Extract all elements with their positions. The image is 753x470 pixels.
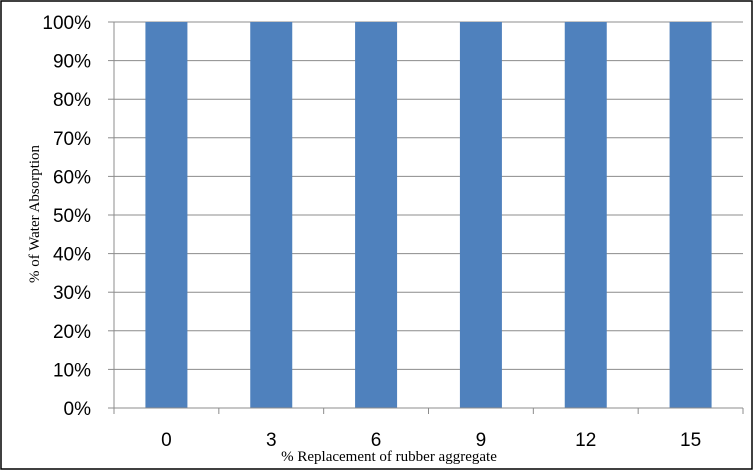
bar <box>459 22 502 408</box>
x-tick-labels: 0 3 6 9 12 15 <box>161 430 701 451</box>
bar <box>669 22 712 408</box>
y-tick-label: 40% <box>53 245 91 266</box>
bar <box>564 22 607 408</box>
y-tick-label: 90% <box>53 52 91 73</box>
bar <box>145 22 188 408</box>
x-tick-label: 6 <box>371 430 382 451</box>
x-tick-label: 9 <box>476 430 487 451</box>
y-tick-label: 80% <box>53 90 91 111</box>
x-tick-label: 15 <box>680 430 701 451</box>
y-tick-label: 10% <box>53 360 91 381</box>
x-tick-label: 3 <box>266 430 277 451</box>
y-tick-label: 100% <box>42 13 91 34</box>
bar <box>355 22 398 408</box>
x-tick-label: 0 <box>161 430 172 451</box>
y-tick-label: 50% <box>53 206 91 227</box>
gridlines <box>114 21 743 370</box>
bars <box>145 22 712 408</box>
y-tick-label: 70% <box>53 129 91 150</box>
y-axis-title: % of Water Absorption <box>27 144 43 283</box>
x-axis-title: % Replacement of rubber aggregate <box>281 449 497 465</box>
bar <box>250 22 293 408</box>
y-tick-label: 0% <box>64 399 92 420</box>
y-tick-label: 60% <box>53 167 91 188</box>
y-tick-label: 30% <box>53 283 91 304</box>
y-tick-label: 20% <box>53 322 91 343</box>
x-tick-label: 12 <box>575 430 596 451</box>
axes <box>108 21 744 414</box>
y-tick-labels: 0% 10% 20% 30% 40% 50% 60% 70% 80% 90% 100% <box>42 13 91 420</box>
